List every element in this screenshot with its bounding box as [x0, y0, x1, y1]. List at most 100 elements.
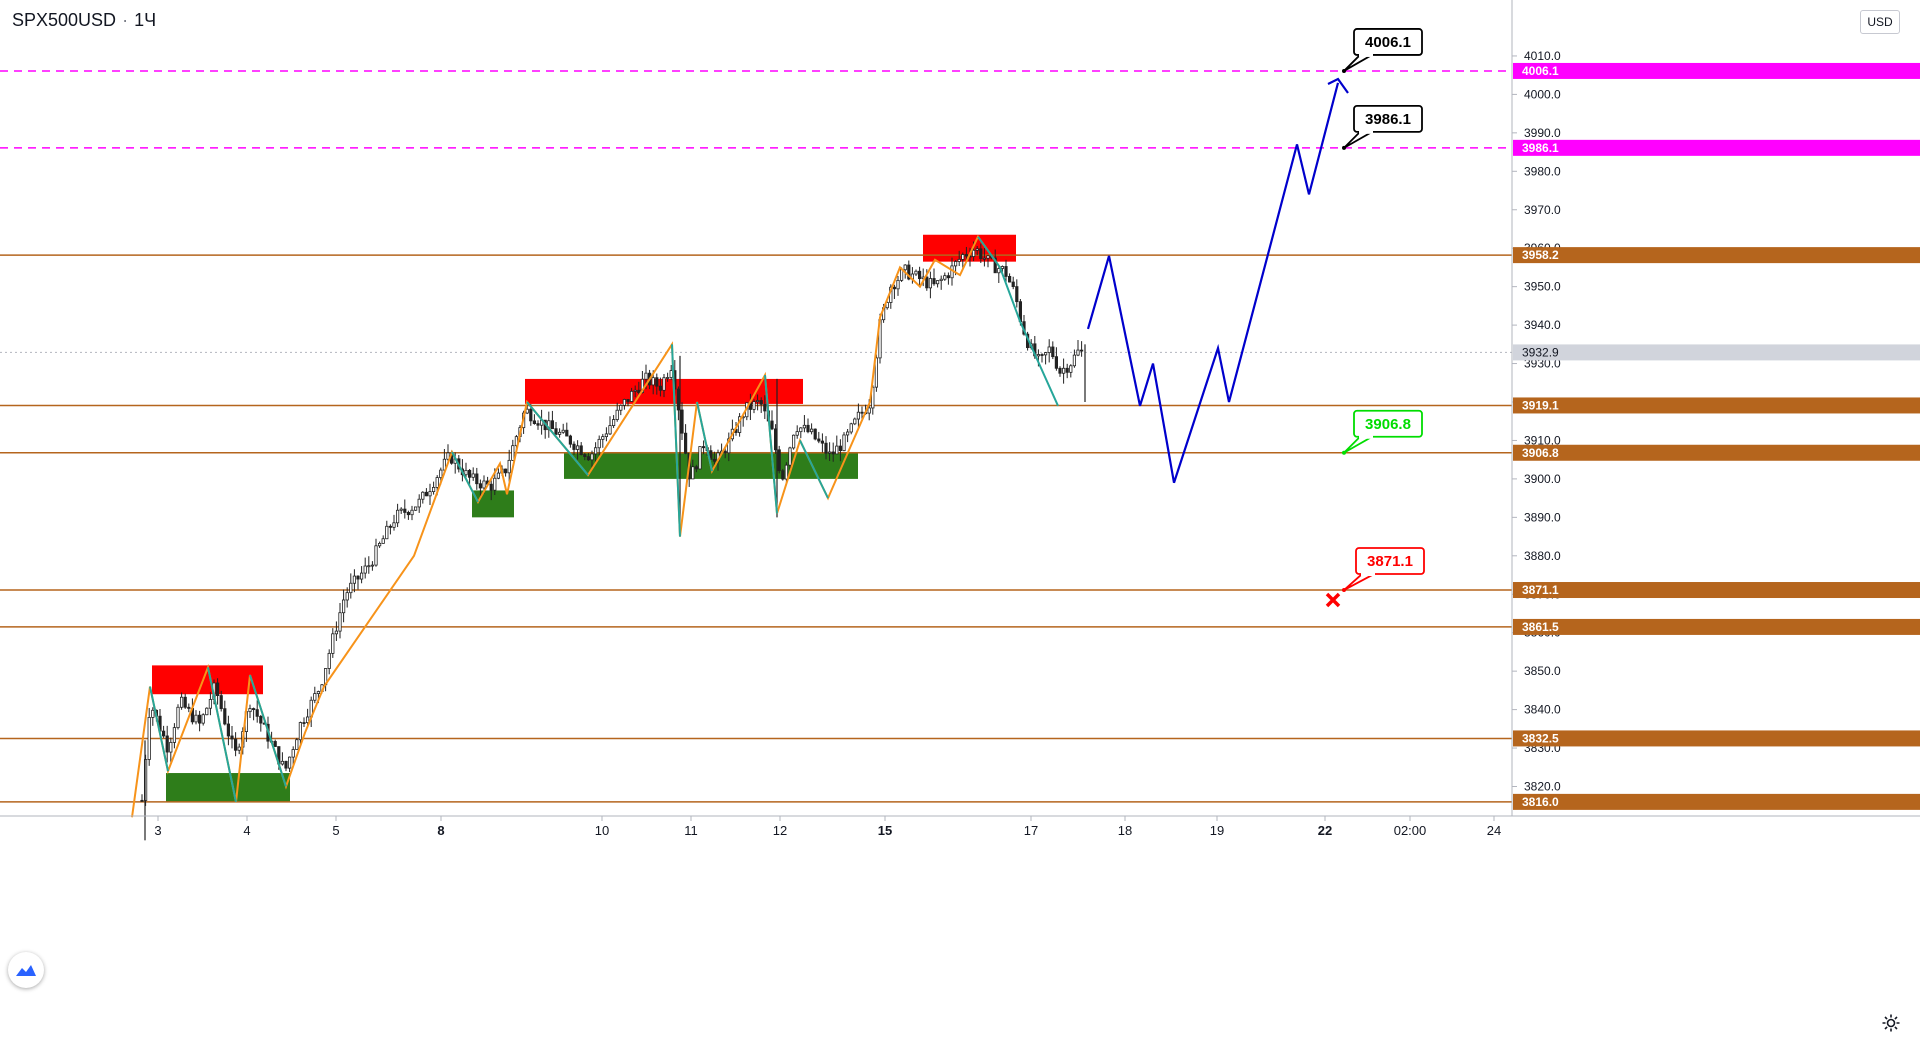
candle-body — [871, 386, 875, 409]
candle-body — [982, 257, 987, 260]
candle-body — [604, 433, 609, 438]
candle-body — [399, 508, 403, 511]
candle-body — [1062, 367, 1066, 374]
candle-body — [165, 735, 169, 753]
candle-body — [853, 418, 857, 425]
candle-body — [1040, 354, 1044, 356]
candle-body — [608, 425, 612, 435]
candle-body — [824, 442, 828, 454]
candle-body — [586, 456, 591, 461]
candle-body — [986, 255, 990, 259]
candle-body — [817, 438, 821, 442]
candle-body — [331, 633, 335, 654]
candle-body — [831, 451, 835, 455]
price-tick-label: 3950.0 — [1524, 280, 1561, 294]
callout-label: 4006.1 — [1365, 34, 1411, 51]
candle-body — [838, 445, 843, 452]
candle-body — [810, 428, 814, 433]
time-tick-label: 02:00 — [1394, 823, 1427, 838]
candle-body — [835, 445, 839, 455]
price-axis[interactable]: 3820.03830.03840.03850.03860.03870.03880… — [1511, 0, 1920, 1040]
candle-body — [997, 268, 1001, 274]
zigzag-down-line — [999, 267, 1059, 407]
callout-label: 3986.1 — [1365, 111, 1411, 128]
candle-body — [1008, 276, 1012, 283]
candle-body — [846, 431, 850, 436]
candle-body — [327, 652, 331, 669]
price-tick-label: 3840.0 — [1524, 703, 1561, 717]
candle-body — [478, 483, 483, 489]
price-tick-label: 3940.0 — [1524, 318, 1561, 332]
candle-body — [712, 458, 717, 462]
price-tick-label: 4010.0 — [1524, 49, 1561, 63]
candle-body — [694, 466, 699, 470]
candle-body — [403, 508, 407, 513]
candle-body — [1015, 286, 1019, 303]
candle-body — [867, 407, 871, 414]
candle-body — [367, 565, 371, 568]
candle-body — [205, 707, 209, 716]
candle-body — [313, 693, 317, 701]
candle-body — [860, 411, 864, 414]
time-tick-label: 4 — [243, 823, 250, 838]
candle-body — [612, 419, 616, 427]
candle-body — [856, 411, 861, 420]
candle-body — [842, 434, 846, 452]
candle-body — [946, 275, 951, 279]
level-price-badge-label: 3816.0 — [1522, 795, 1559, 809]
candle-body — [579, 445, 583, 455]
time-axis[interactable]: 3 4 5 8 10 11 12 15 17 18 19 22 02:00 24 — [0, 815, 1920, 838]
candle-body — [918, 270, 922, 280]
candle-body — [413, 506, 418, 511]
candle-body — [507, 459, 511, 474]
callout-label: 3906.8 — [1365, 416, 1411, 433]
candle-body — [662, 377, 666, 391]
candle-body — [489, 483, 493, 491]
currency-badge[interactable]: USD — [1860, 10, 1900, 34]
candle-body — [792, 434, 796, 449]
candle-body — [215, 682, 220, 696]
candle-body — [1058, 367, 1062, 374]
time-tick-label: 22 — [1318, 823, 1332, 838]
candle-body — [503, 468, 508, 474]
candle-body — [1076, 349, 1080, 356]
candle-body — [219, 695, 223, 710]
time-tick-label: 10 — [595, 823, 609, 838]
callout-pointer — [1343, 573, 1375, 591]
callout-anchor-dot — [1342, 145, 1346, 150]
level-price-badge-label: 3906.8 — [1522, 446, 1559, 460]
candle-body — [651, 377, 655, 386]
time-tick-label: 5 — [332, 823, 339, 838]
candle-body — [615, 409, 619, 420]
candle-body — [532, 420, 537, 424]
zigzag-down-line — [696, 401, 713, 472]
candle-body — [237, 746, 241, 751]
callout-anchor-dot — [1342, 68, 1346, 73]
candle-body — [392, 522, 396, 528]
level-price-badge-label: 3958.2 — [1522, 248, 1559, 262]
zigzag-wave-lines — [131, 234, 1059, 818]
gear-icon[interactable] — [1878, 1010, 1904, 1036]
candle-body — [251, 708, 256, 711]
candle-body — [208, 699, 212, 709]
candle-body — [756, 400, 760, 402]
candle-body — [302, 722, 306, 724]
candle-body — [1000, 266, 1005, 269]
price-tick-label: 3980.0 — [1524, 164, 1561, 178]
callout-joint — [1361, 572, 1375, 577]
cloud-icon — [16, 965, 36, 976]
callout-joint — [1359, 434, 1373, 439]
candle-body — [345, 592, 349, 601]
zigzag-down-line — [249, 674, 287, 787]
candle-body — [226, 723, 230, 737]
candle-body — [1054, 356, 1058, 369]
candle-body — [633, 389, 637, 392]
candle-body — [248, 708, 252, 713]
time-tick-label: 17 — [1024, 823, 1038, 838]
candle-body — [572, 443, 576, 450]
candle-body — [597, 438, 601, 449]
gear-glyph — [1882, 1014, 1900, 1032]
level-price-badge — [1513, 62, 1920, 79]
tradingview-logo-icon[interactable] — [8, 952, 44, 988]
